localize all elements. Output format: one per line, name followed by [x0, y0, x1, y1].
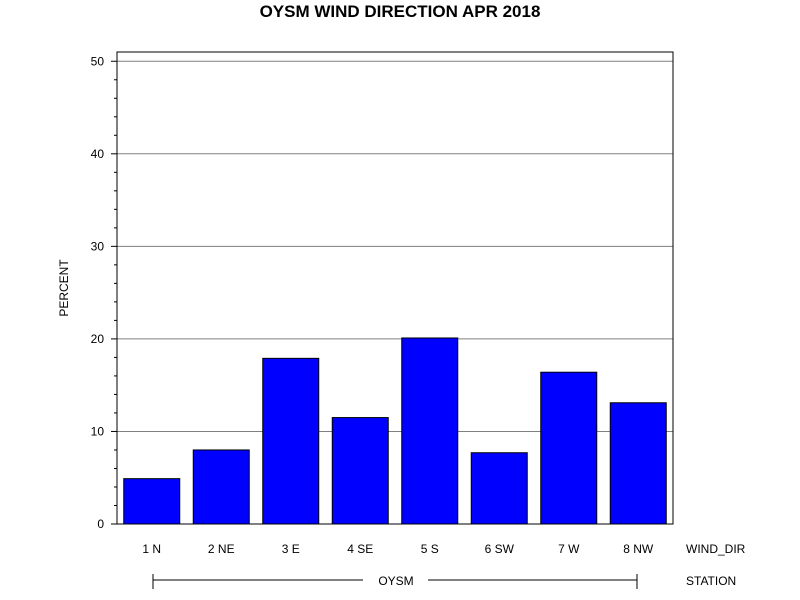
bars — [123, 337, 667, 525]
y-axis: 0 10 20 30 40 50 — [91, 54, 117, 531]
bar-8-nw — [609, 402, 667, 525]
x-tick-label: 4 SE — [347, 542, 373, 556]
y-tick-label: 10 — [91, 424, 105, 438]
x-tick-label: 2 NE — [208, 542, 235, 556]
bar-3-e — [262, 357, 320, 525]
bar-1-n — [123, 478, 181, 525]
bar-5-s — [401, 337, 459, 525]
plot-area-frame — [116, 51, 674, 525]
chart-title: OYSM WIND DIRECTION APR 2018 — [260, 2, 541, 21]
y-tick-label: 40 — [91, 147, 105, 161]
x-tick-label: 5 S — [421, 542, 439, 556]
bar-6-sw — [470, 452, 528, 525]
station-group-axis: OYSM — [152, 574, 638, 589]
y-tick-label: 20 — [91, 332, 105, 346]
x-tick-label: 1 N — [142, 542, 161, 556]
station-value: OYSM — [378, 574, 413, 588]
bar-4-se — [331, 417, 389, 525]
y-tick-label: 50 — [91, 54, 105, 68]
x-tick-label: 6 SW — [485, 542, 515, 556]
x-axis: 1 N 2 NE 3 E 4 SE 5 S 6 SW 7 W 8 NW — [142, 542, 654, 556]
x-tick-label: 3 E — [282, 542, 300, 556]
station-label: STATION — [686, 574, 736, 588]
x-tick-label: 7 W — [558, 542, 580, 556]
bar-2-ne — [192, 449, 250, 525]
y-tick-label: 0 — [97, 517, 104, 531]
bar-7-w — [540, 371, 598, 525]
x-axis-label: WIND_DIR — [686, 542, 746, 556]
x-tick-label: 8 NW — [623, 542, 654, 556]
y-tick-label: 30 — [91, 239, 105, 253]
y-axis-label: PERCENT — [57, 259, 71, 317]
